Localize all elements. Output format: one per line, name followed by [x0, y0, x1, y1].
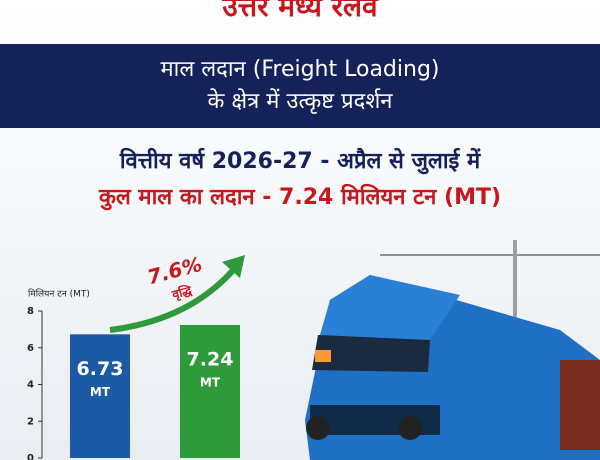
subtitle: वित्तीय वर्ष 2026-27 - अप्रैल से जुलाई म…: [119, 147, 481, 175]
value-label: 6.73: [77, 358, 124, 380]
annotation-sub: वृद्धि: [170, 283, 194, 303]
banner-line: के क्षेत्र में उत्कृष्ट प्रदर्शन: [207, 88, 393, 114]
loco-roof: [320, 275, 460, 340]
bar: [70, 334, 130, 458]
buffer: [306, 416, 330, 440]
locomotive: [305, 240, 600, 460]
y-tick-label: 4: [27, 380, 34, 391]
unit-label: MT: [200, 375, 221, 389]
y-axis-label: मिलियन टन (MT): [28, 288, 90, 300]
y-tick-label: 8: [27, 306, 34, 317]
y-tick-label: 2: [27, 416, 34, 427]
wagon: [560, 360, 600, 450]
chart: मिलियन टन (MT)024686.73MT7.24MT7.6%वृद्ध…: [27, 252, 240, 460]
banner: [0, 44, 600, 128]
growth-arrow: [109, 266, 238, 333]
y-tick-label: 0: [27, 453, 34, 460]
headline: कुल माल का लदान - 7.24 मिलियन टन (MT): [98, 183, 501, 211]
y-tick-label: 6: [27, 343, 34, 354]
unit-label: MT: [90, 385, 111, 399]
arrow-head: [222, 255, 245, 278]
value-label: 7.24: [187, 348, 234, 370]
banner-line: माल लदान (Freight Loading): [160, 57, 439, 82]
windscreen: [312, 335, 430, 372]
flag: [315, 350, 331, 362]
buffer: [398, 416, 422, 440]
bar: [180, 324, 240, 458]
title: उत्तर मध्य रेलवे: [221, 0, 379, 23]
